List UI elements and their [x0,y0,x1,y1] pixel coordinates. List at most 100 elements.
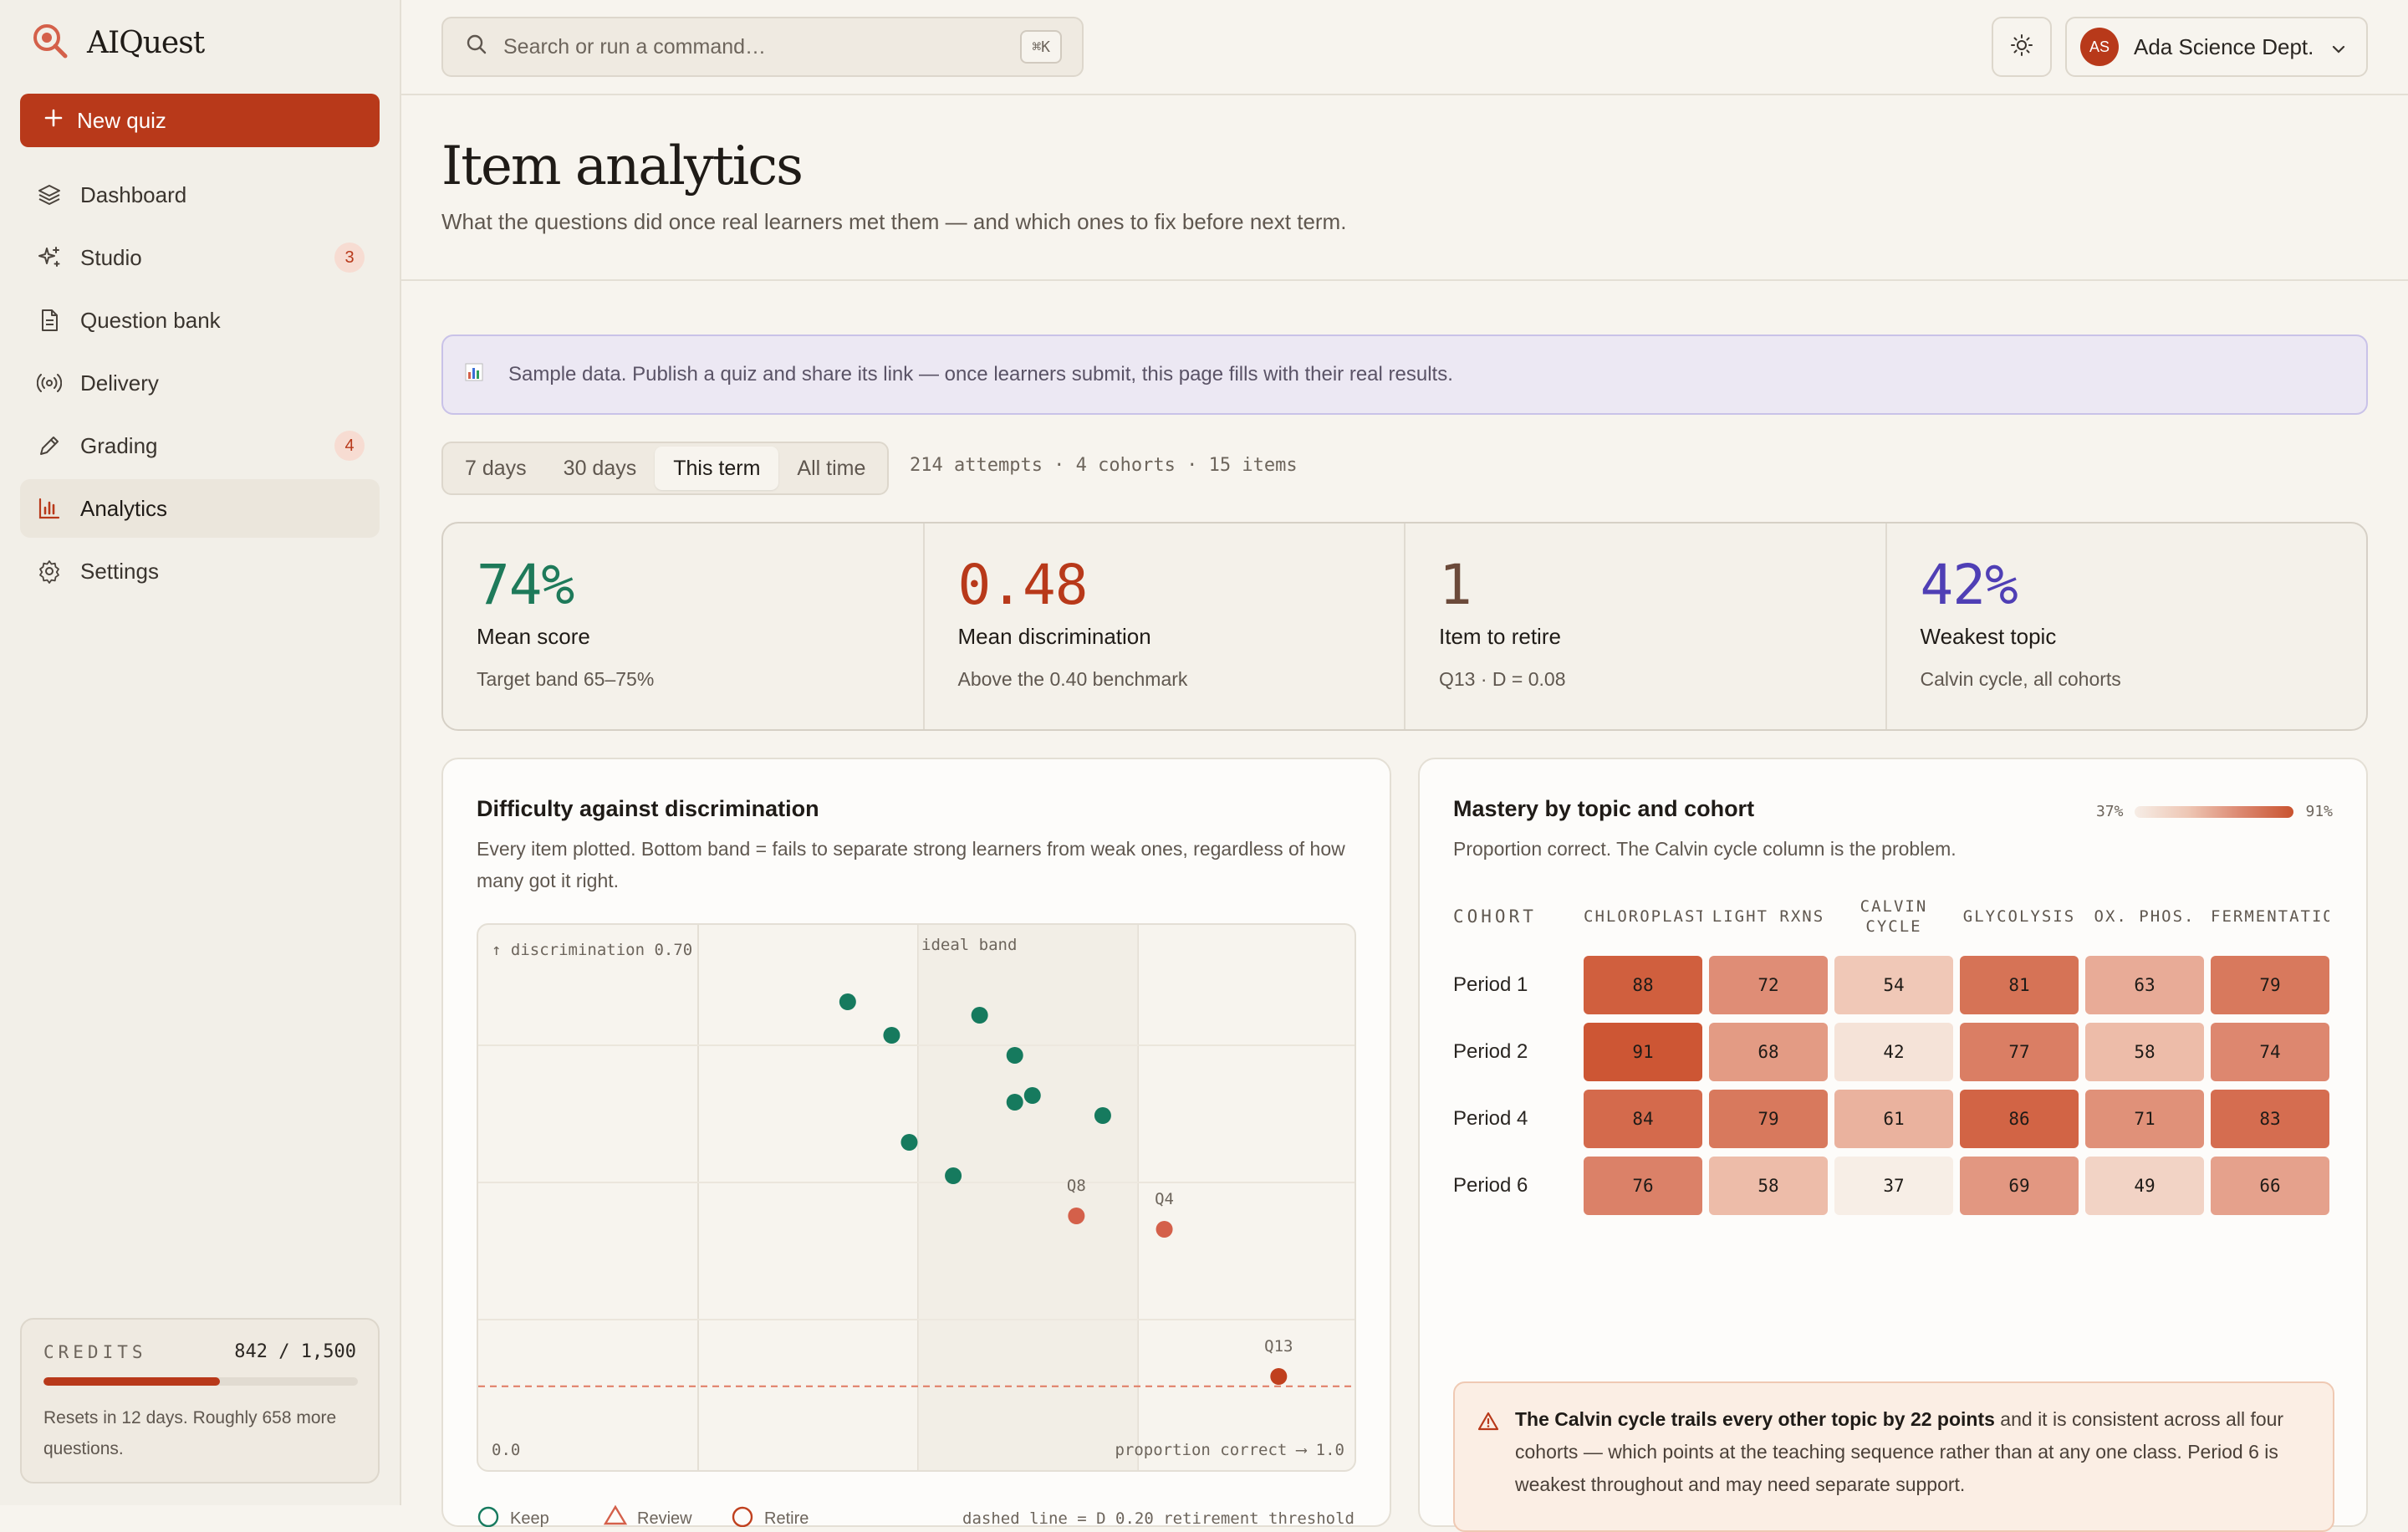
sidebar-item-label: Grading [80,432,158,458]
sidebar-item-delivery[interactable]: Delivery [20,354,380,412]
heatmap-cell[interactable]: 83 [2211,1090,2329,1148]
stat-label: Weakest topic [1920,624,2057,649]
difficulty-discrimination-card: Difficulty against discrimination Every … [441,758,1391,1528]
sidebar-item-label: Analytics [80,495,168,521]
mastery-heatmap-card: Mastery by topic and cohort Proportion c… [1418,758,2368,1532]
topic-column-header: CALVIN CYCLE [1834,896,1953,937]
topic-header-line: CHLOROPLAST [1584,907,1702,926]
topic-header-line: CALVIN [1860,897,1928,916]
callout-headline: The Calvin cycle trails every other topi… [1515,1408,1995,1430]
heatmap-cell[interactable]: 49 [2085,1157,2204,1215]
broadcast-icon [35,369,64,397]
range-option-30-days[interactable]: 30 days [563,456,637,480]
scatter-point-review [1068,1208,1085,1224]
scatter-legend: Keep Review Retire dashed line = D 0.20 ret… [477,1497,1356,1528]
chevron-down-icon [2329,38,2348,64]
scatter-point-keep [971,1007,988,1024]
heatmap-cell[interactable]: 66 [2211,1157,2329,1215]
heatmap-cell[interactable]: 61 [1834,1090,1953,1148]
insight-callout: The Calvin cycle trails every other topi… [1453,1381,2334,1532]
heatmap-cell[interactable]: 88 [1584,956,1702,1014]
heatmap-cell[interactable]: 91 [1584,1023,1702,1081]
bar-chart-icon [35,494,64,523]
count-badge: 4 [334,431,365,461]
sidebar-item-studio[interactable]: Studio 3 [20,228,380,287]
range-option-7-days[interactable]: 7 days [465,456,527,480]
search-placeholder: Search or run a command… [503,34,767,59]
heatmap-cell[interactable]: 79 [1709,1090,1828,1148]
banner-text: Sample data. Publish a quiz and share it… [508,363,1453,386]
heatmap-title: Mastery by topic and cohort [1453,796,1755,821]
avatar: AS [2080,28,2119,66]
scale-min-label: 37% [2095,803,2124,820]
topic-header-line: LIGHT RXNS [1712,907,1825,926]
command-search[interactable]: Search or run a command… ⌘K [441,17,1084,77]
theme-toggle-button[interactable] [1992,17,2052,77]
sun-icon [2009,33,2034,62]
heatmap-cell[interactable]: 76 [1584,1157,1702,1215]
shortcut-hint: ⌘K [1020,30,1062,64]
topic-column-header: OX. PHOS. [2085,906,2204,927]
heatmap-cell[interactable]: 84 [1584,1090,1702,1148]
logo-search-icon [30,21,70,65]
sidebar-item-grading[interactable]: Grading 4 [20,416,380,475]
x-axis-label: proportion correct ⟶ 1.0 [1115,1441,1344,1459]
range-summary: 214 attempts · 4 cohorts · 15 items [910,455,1298,476]
credits-note: Resets in 12 days. Roughly 658 more ques… [43,1408,337,1458]
scatter-point-keep [1094,1107,1111,1124]
topic-header-line: GLYCOLYSIS [1962,907,2076,926]
heatmap-row: Period 4 84 79 61 86 71 83 [1453,1085,2336,1152]
heatmap-cell[interactable]: 71 [2085,1090,2204,1148]
heatmap-cell[interactable]: 63 [2085,956,2204,1014]
heatmap-cell[interactable]: 58 [1709,1157,1828,1215]
cohort-label: Period 2 [1453,1040,1528,1063]
stat-value: 1 [1439,553,1472,617]
sidebar-item-label: Settings [80,558,159,584]
range-option-this-term[interactable]: This term [655,447,779,490]
point-label: Q4 [1155,1190,1174,1208]
new-quiz-button[interactable]: New quiz [20,94,380,147]
scale-gradient [2135,805,2294,818]
heatmap-cell[interactable]: 72 [1709,956,1828,1014]
stat-tile: 74% Mean score Target band 65–75% [443,523,925,729]
time-range-selector: 7 days 30 days This term All time [441,442,890,495]
heatmap-cell[interactable]: 54 [1834,956,1953,1014]
point-label: Q8 [1067,1177,1086,1195]
account-switcher[interactable]: AS Ada Science Dept. [2065,17,2368,77]
heatmap-cell[interactable]: 74 [2211,1023,2329,1081]
stat-label: Mean score [477,624,590,649]
sidebar-nav: Dashboard Studio 3 Question bank Delivery Gra… [20,166,380,605]
heatmap-cell[interactable]: 69 [1960,1157,2079,1215]
sidebar-item-analytics[interactable]: Analytics [20,479,380,538]
brand-name: AIQuest [87,25,205,60]
page-header: Item analytics What the questions did on… [401,95,2408,281]
range-option-all-time[interactable]: All time [797,456,866,480]
topic-column-header: LIGHT RXNS [1709,906,1828,927]
callout-body: and it is consistent across all four coh… [1515,1408,2284,1495]
sidebar-item-settings[interactable]: Settings [20,542,380,600]
heatmap-cell[interactable]: 77 [1960,1023,2079,1081]
sidebar: AIQuest New quiz Dashboard Studio 3 Questio… [0,0,401,1505]
heatmap-cell[interactable]: 42 [1834,1023,1953,1081]
new-quiz-label: New quiz [77,107,166,133]
heatmap-cell[interactable]: 37 [1834,1157,1953,1215]
scatter-point-keep [1006,1047,1023,1064]
scatter-point-retire [1270,1368,1288,1385]
heatmap-cell[interactable]: 58 [2085,1023,2204,1081]
scatter-point-keep [1023,1087,1041,1104]
review-marker-icon [603,1504,628,1525]
heatmap-cell[interactable]: 81 [1960,956,2079,1014]
page-subtitle: What the questions did once real learner… [441,209,1347,234]
scatter-description: Every item plotted. Bottom band = fails … [477,838,1345,891]
heatmap-row: Period 6 76 58 37 69 49 66 [1453,1152,2336,1219]
sidebar-item-label: Question bank [80,307,221,333]
heatmap-cell[interactable]: 79 [2211,956,2329,1014]
heatmap-cell[interactable]: 86 [1960,1090,2079,1148]
scatter-point-keep [1006,1094,1023,1111]
heatmap-cell[interactable]: 68 [1709,1023,1828,1081]
brand[interactable]: AIQuest [30,21,205,65]
sidebar-item-dashboard[interactable]: Dashboard [20,166,380,224]
warning-icon [1477,1410,1500,1443]
sidebar-item-question-bank[interactable]: Question bank [20,291,380,350]
scatter-plot: ↑ discrimination 0.70 ideal band 0.0 propor… [477,923,1356,1472]
